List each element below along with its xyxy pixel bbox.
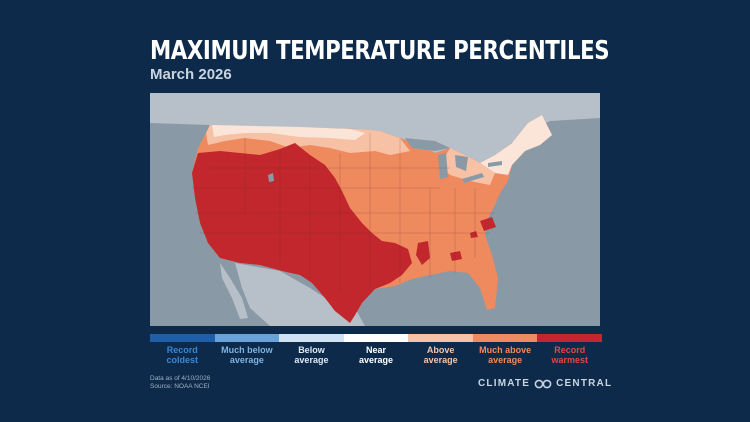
legend-swatch — [279, 334, 344, 342]
record-warmest-patch-georgia — [470, 231, 478, 238]
mexico-land — [235, 263, 365, 326]
page-title: MAXIMUM TEMPERATURE PERCENTILES — [150, 36, 610, 66]
legend-label: Below average — [294, 345, 329, 365]
lake-michigan — [438, 153, 448, 179]
legend-label: Much above average — [479, 345, 532, 365]
legend-swatch — [150, 334, 215, 342]
legend: Record coldest Much below average Below avera… — [150, 334, 603, 374]
baja-peninsula — [220, 263, 248, 319]
us-temperature-map — [150, 93, 600, 326]
record-warmest-patch-alabama — [450, 251, 462, 261]
legend-label: Above average — [423, 345, 458, 365]
brand-logo: CLIMATE CENTRAL — [478, 378, 612, 389]
data-date-note: Data as of 4/10/2026 — [150, 375, 211, 382]
brand-right-text: CENTRAL — [556, 378, 613, 389]
legend-label: Near average — [359, 345, 394, 365]
footnote: Data as of 4/10/2026 Source: NOAA NCEI — [150, 375, 210, 391]
record-warmest-region — [192, 143, 412, 323]
record-warmest-patch-mississippi — [416, 241, 430, 265]
record-warmest-patch-carolina — [480, 217, 496, 231]
lake-erie — [462, 173, 484, 183]
state-borders — [192, 133, 495, 293]
brand-left-text: CLIMATE — [478, 378, 531, 389]
source-note: Source: NOAA NCEI — [150, 383, 210, 390]
legend-label: Record warmest — [551, 345, 589, 365]
lake-ontario — [488, 161, 502, 167]
lake-superior — [405, 138, 450, 151]
legend-swatch — [537, 334, 603, 342]
map-svg — [150, 93, 600, 326]
legend-labels: Record coldest Much below average Below avera… — [150, 345, 602, 365]
great-salt-lake — [268, 173, 274, 182]
near-average-north — [212, 125, 365, 140]
legend-swatch — [343, 334, 409, 342]
canada-land — [150, 93, 600, 163]
legend-swatch — [472, 334, 538, 342]
legend-label: Record coldest — [166, 345, 199, 365]
infinity-icon — [534, 379, 552, 388]
lake-huron — [455, 155, 468, 171]
legend-swatch — [214, 334, 280, 342]
legend-swatch — [408, 334, 473, 342]
near-average-northeast — [480, 115, 552, 175]
page-subtitle: March 2026 — [150, 66, 232, 83]
legend-label: Much below average — [221, 345, 273, 365]
legend-color-bar — [150, 334, 603, 342]
